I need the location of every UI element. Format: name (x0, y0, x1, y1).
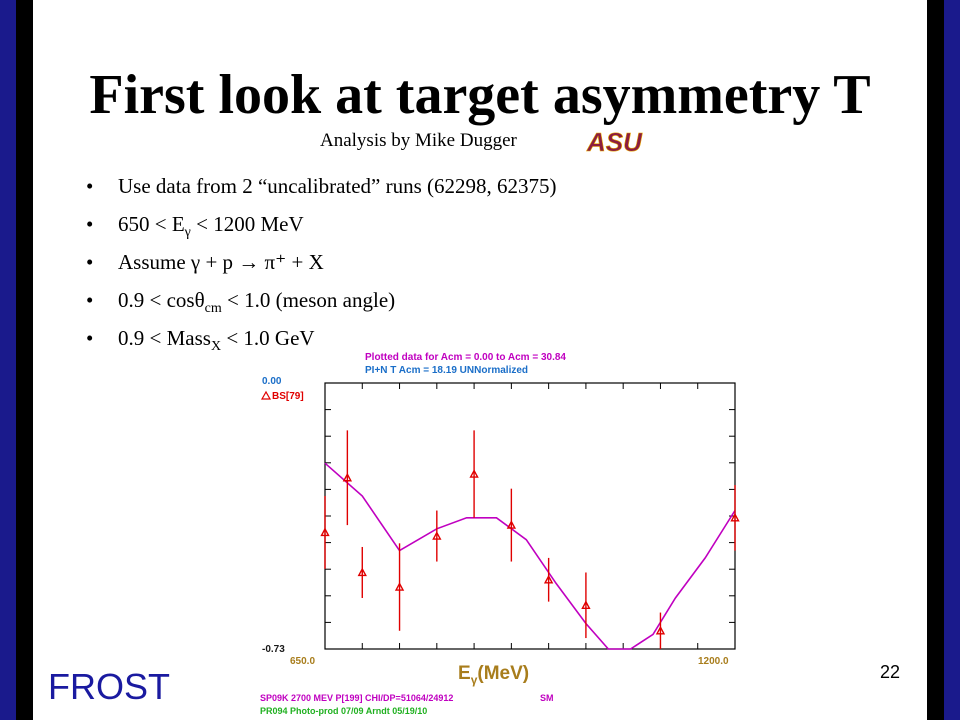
data-point (655, 612, 666, 649)
data-point (581, 572, 591, 639)
y-axis-bottom-label: -0.73 (262, 644, 285, 655)
data-point (506, 488, 517, 562)
x-axis-title: Eγ(MeV) (458, 663, 529, 687)
y-axis-top-label: 0.00 (262, 376, 282, 387)
bullet-list: • Use data from 2 “uncalibrated” runs (62… (80, 168, 557, 358)
data-point (342, 430, 353, 526)
left-border-bar (0, 0, 33, 720)
point-marker (394, 582, 405, 591)
bullet-item: • Use data from 2 “uncalibrated” runs (62… (86, 174, 557, 198)
data-point (730, 485, 740, 551)
points-layer (320, 430, 740, 649)
slide-title: First look at target asymmetry T (89, 64, 871, 126)
footer-line-1-tag: SM (540, 693, 554, 703)
x-axis-left-label: 650.0 (290, 656, 315, 667)
legend-label: BS[79] (272, 391, 304, 402)
bullet-item: • 0.9 < cosθcm < 1.0 (meson angle) (86, 288, 396, 317)
plot-header-2: PI+N T Acm = 18.19 UNNormalized (365, 365, 528, 376)
point-marker (543, 574, 554, 584)
point-marker (342, 472, 353, 482)
svg-text:ASU: ASU (586, 127, 643, 156)
data-point (432, 510, 442, 562)
point-marker (655, 625, 666, 635)
page-number: 22 (880, 662, 901, 682)
footer-frost-label: FROST (48, 666, 170, 707)
footer-line-1: SP09K 2700 MEV P[199] CHI/DP=51064/24912 (260, 693, 453, 703)
footer-line-2: PR094 Photo-prod 07/09 Arndt 05/19/10 (260, 706, 427, 716)
point-marker (506, 520, 517, 529)
point-marker (469, 469, 479, 478)
data-point (543, 557, 554, 602)
bullet-item: • 0.9 < MassX < 1.0 GeV (86, 326, 315, 355)
point-marker (357, 567, 367, 577)
plot-frame (324, 382, 736, 650)
point-marker (432, 531, 442, 540)
data-point (320, 495, 330, 569)
axis-ticks (325, 383, 735, 649)
point-marker (581, 600, 591, 609)
right-border-bar (927, 0, 960, 720)
sm-curve (324, 462, 736, 650)
data-point (394, 543, 405, 631)
data-point (357, 546, 367, 598)
bullet-item: • 650 < Eγ < 1200 MeV (86, 212, 304, 241)
curve-layer (324, 462, 736, 650)
plot-header-1: Plotted data for Acm = 0.00 to Acm = 30.… (365, 352, 566, 363)
x-axis-right-label: 1200.0 (698, 656, 729, 667)
legend-triangle-marker (260, 390, 272, 400)
data-point (469, 430, 479, 518)
asu-logo: ASU (585, 126, 649, 156)
point-marker (730, 512, 740, 522)
bullet-item: • Assume γ + p → π⁺ + X (86, 250, 324, 274)
slide-subtitle: Analysis by Mike Dugger (320, 130, 517, 151)
point-marker (320, 527, 330, 537)
